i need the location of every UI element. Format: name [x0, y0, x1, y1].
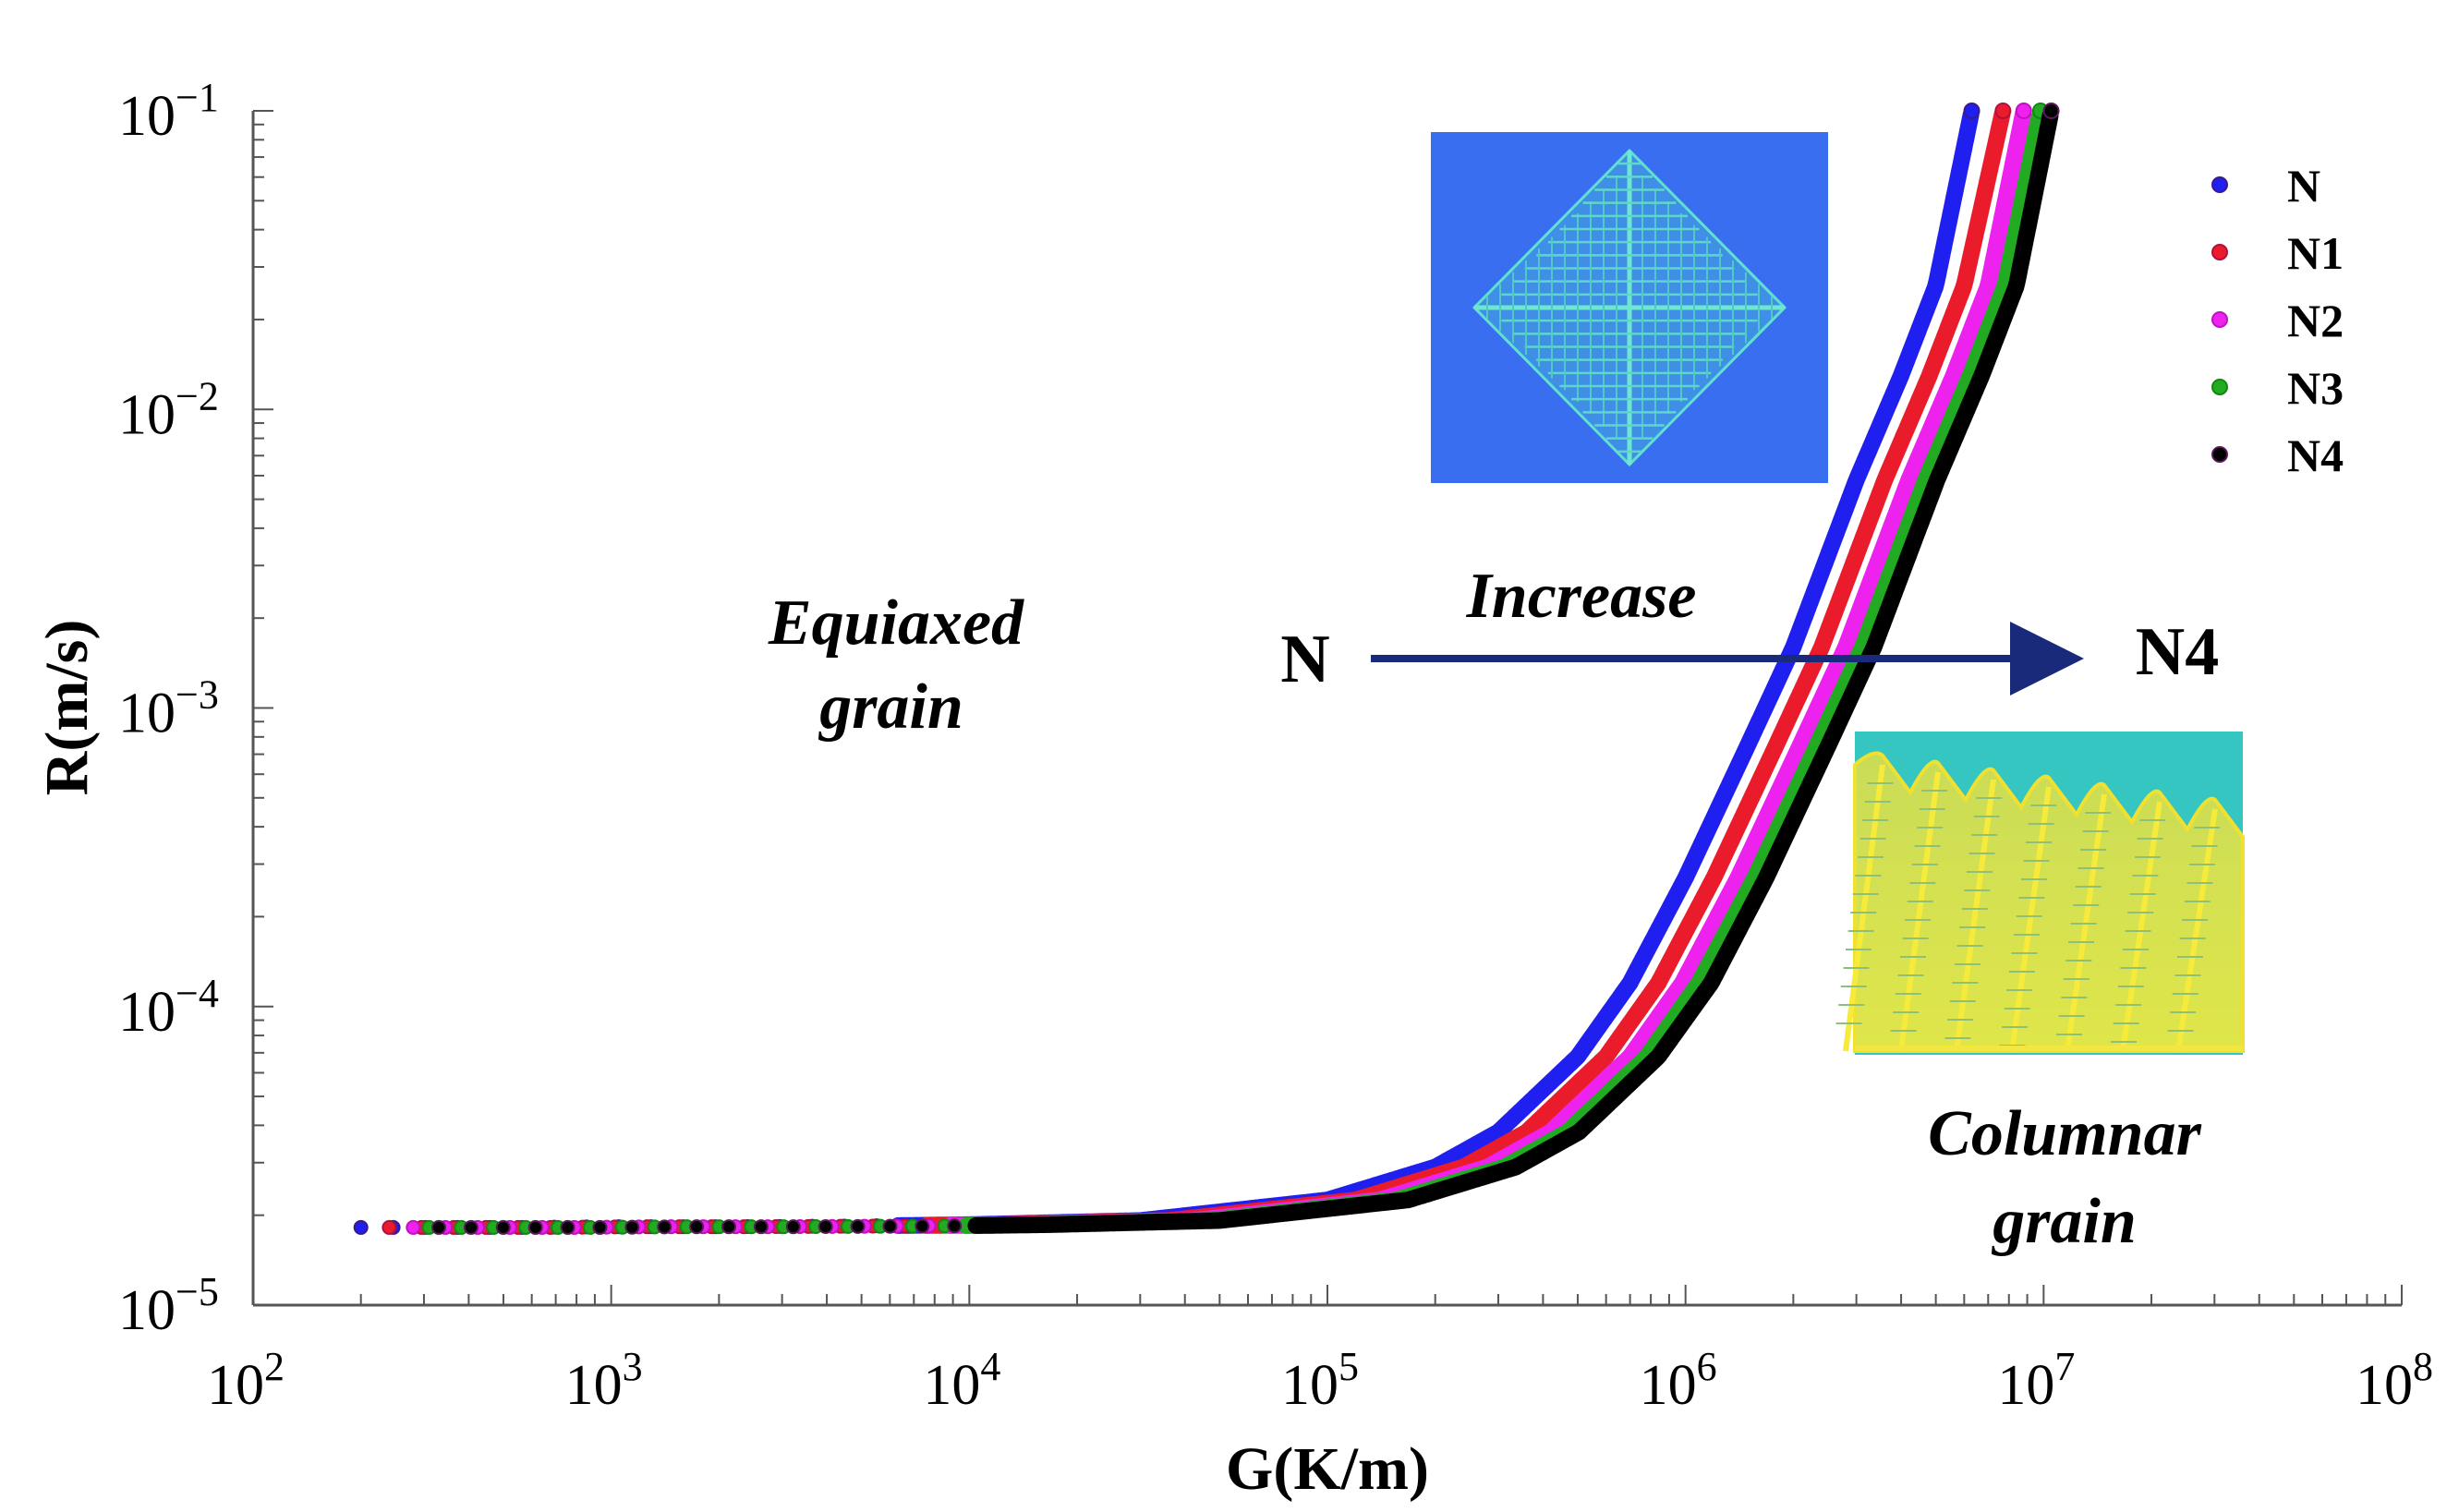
data-point: [406, 1219, 421, 1235]
data-point: [850, 1218, 866, 1234]
data-point: [915, 1218, 930, 1234]
x-ticks: [252, 1285, 2403, 1305]
y-tick-label: 10−2: [118, 373, 219, 446]
y-tick-label: 10−4: [118, 971, 219, 1044]
x-axis-title: G(K/m): [1226, 1435, 1429, 1503]
data-point: [624, 1219, 640, 1235]
legend-marker: [2211, 379, 2228, 395]
data-point: [721, 1219, 737, 1235]
y-ticks: [253, 110, 273, 1306]
data-point: [495, 1219, 511, 1235]
legend-marker: [2211, 244, 2228, 260]
legend-label: N4: [2287, 429, 2344, 481]
y-axis-title: R(m/s): [33, 620, 101, 796]
arrow-end-label: N4: [2136, 614, 2219, 690]
data-point: [1963, 103, 1981, 119]
data-point: [592, 1219, 608, 1235]
data-point: [382, 1219, 397, 1235]
x-tick-label: 108: [2356, 1344, 2433, 1417]
series-N4: [431, 103, 2060, 1235]
legend-item: N3: [2211, 362, 2344, 414]
data-point: [527, 1219, 543, 1235]
x-tick-label: 105: [1281, 1344, 1359, 1417]
legend-label: N2: [2287, 295, 2344, 346]
legend-marker: [2211, 176, 2228, 193]
columnar-trunk: [2175, 808, 2218, 1052]
legend-item: N4: [2211, 429, 2344, 481]
data-point: [689, 1219, 705, 1235]
increase-label: Increase: [1466, 561, 1697, 632]
data-point: [882, 1218, 898, 1234]
columnar-trunk: [1898, 771, 1941, 1052]
equiaxed-dendrite-inset: [1431, 132, 1828, 483]
legend-item: N: [2211, 160, 2320, 212]
data-point: [2015, 103, 2032, 119]
data-point: [431, 1219, 447, 1235]
x-tick-labels: 102 103 104 105 106 107 108: [207, 1344, 2433, 1417]
x-tick-label: 103: [565, 1344, 643, 1417]
columnar-label-line2: grain: [1991, 1186, 2137, 1257]
legend-marker: [2211, 446, 2228, 463]
columnar-dendrite-inset: [1835, 732, 2245, 1055]
arrow-start-label: N: [1280, 622, 1329, 697]
columnar-base: [1855, 1046, 2243, 1051]
legend-label: N: [2287, 160, 2320, 212]
data-point: [463, 1219, 478, 1235]
equiaxed-label-line2: grain: [818, 671, 963, 743]
series-layer: [353, 103, 2060, 1235]
series-curve: [967, 107, 2059, 1234]
columnar-trunk: [2009, 786, 2052, 1052]
x-tick-label: 106: [1640, 1344, 1717, 1417]
legend-label: N1: [2287, 227, 2344, 279]
y-tick-label: 10−5: [118, 1269, 219, 1342]
legend-marker: [2211, 311, 2228, 328]
legend-item: N1: [2211, 227, 2344, 279]
data-point: [947, 1218, 963, 1234]
y-tick-label: 10−1: [118, 75, 219, 148]
equiaxed-label-line1: Equiaxed: [768, 587, 1024, 659]
y-tick-label: 10−3: [118, 672, 219, 745]
data-point: [785, 1219, 801, 1235]
x-tick-label: 107: [1997, 1344, 2075, 1417]
columnar-trunk: [1954, 779, 1996, 1052]
x-tick-label: 102: [207, 1344, 285, 1417]
data-point: [657, 1219, 672, 1235]
data-point: [353, 1219, 369, 1235]
legend: N N1 N2 N3 N4: [2211, 160, 2344, 481]
x-tick-label: 104: [923, 1344, 1000, 1417]
columnar-label-line1: Columnar: [1928, 1098, 2201, 1169]
columnar-trunk: [1843, 764, 1885, 1052]
legend-label: N3: [2287, 362, 2344, 414]
legend-item: N2: [2211, 295, 2344, 346]
data-point: [560, 1219, 575, 1235]
data-point: [1994, 103, 2012, 119]
columnar-body: [1853, 751, 2245, 1053]
columnar-trunk: [2120, 801, 2162, 1052]
data-point: [2042, 103, 2060, 119]
data-point: [818, 1219, 833, 1235]
y-tick-labels: 10−1 10−2 10−3 10−4 10−5: [118, 75, 219, 1342]
data-point: [753, 1219, 769, 1235]
